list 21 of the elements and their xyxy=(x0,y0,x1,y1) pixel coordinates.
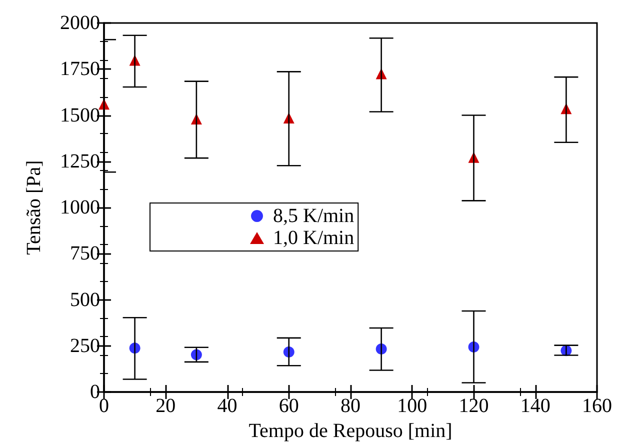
legend-label: 1,0 K/min xyxy=(273,227,354,249)
x-tick-label: 80 xyxy=(340,395,360,417)
y-tick-label: 2000 xyxy=(60,12,100,34)
y-tick-label: 0 xyxy=(90,381,100,403)
x-tick-label: 120 xyxy=(458,395,489,417)
y-tick-label: 1500 xyxy=(60,104,100,126)
x-tick-label: 160 xyxy=(582,395,612,417)
y-tick-label: 1000 xyxy=(60,196,100,218)
legend-label: 8,5 K/min xyxy=(273,205,354,227)
y-axis-title: Tensão [Pa] xyxy=(23,160,45,255)
x-tick-label: 140 xyxy=(520,395,550,417)
y-tick-label: 500 xyxy=(70,288,100,311)
x-axis-title: Tempo de Repouso [min] xyxy=(248,420,452,442)
y-tick-label: 1750 xyxy=(60,58,100,80)
y-tick-label: 250 xyxy=(70,334,100,357)
x-tick-label: 20 xyxy=(156,395,176,417)
y-tick-label: 1250 xyxy=(60,150,100,172)
y-tick-label: 750 xyxy=(70,242,100,265)
x-tick-label: 100 xyxy=(397,395,428,417)
x-tick-label: 40 xyxy=(217,395,238,417)
x-tick-label: 60 xyxy=(278,395,299,417)
